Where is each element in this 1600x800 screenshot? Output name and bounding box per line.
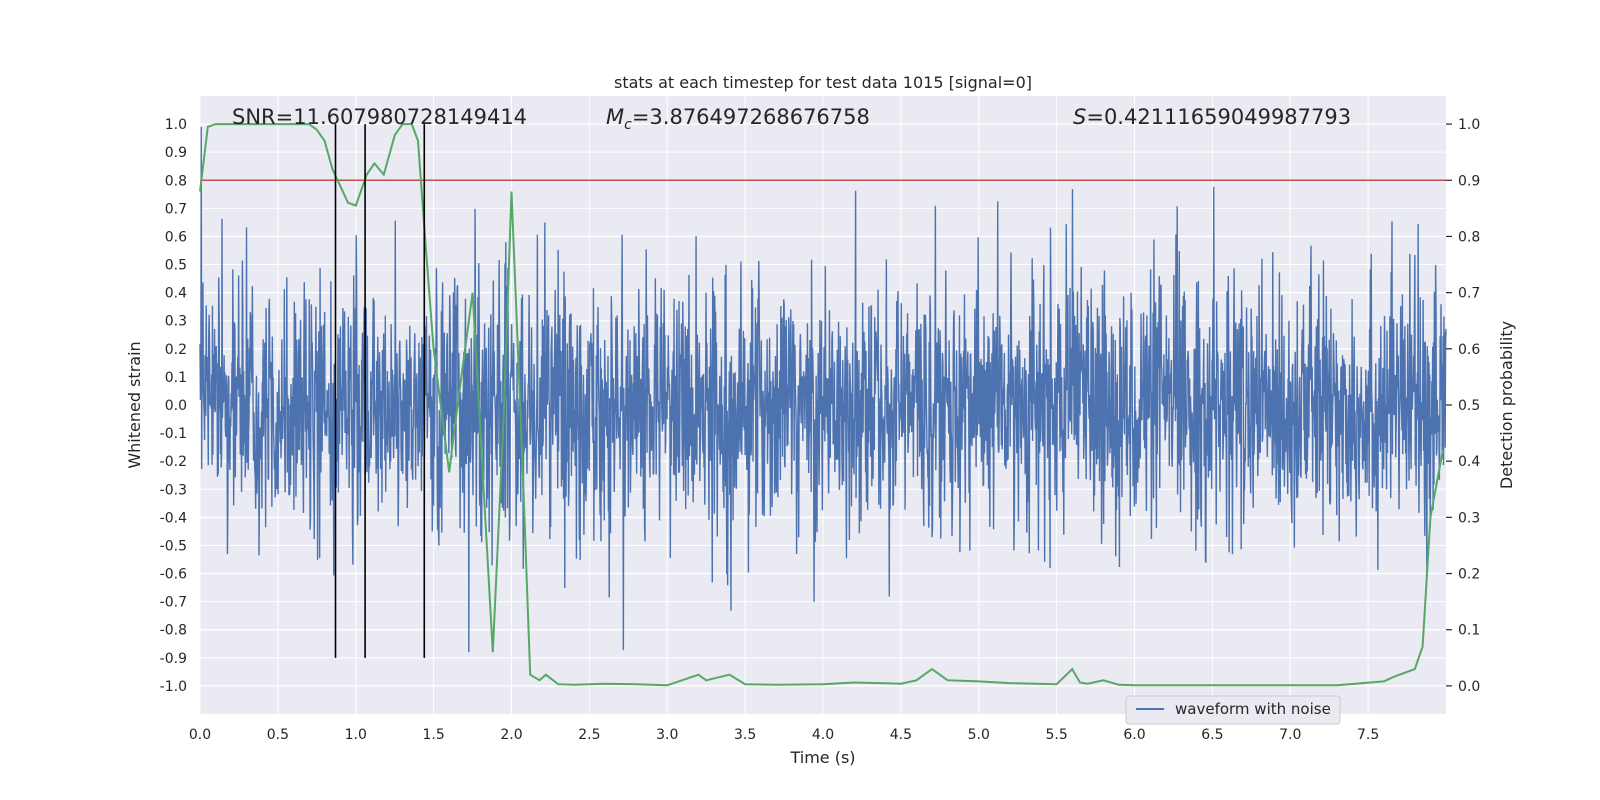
right-tick-label: 0.0 [1458,679,1480,695]
y-tick-label: -0.5 [160,538,187,554]
y-tick-label: 0.3 [165,314,187,330]
chart-title: stats at each timestep for test data 101… [614,73,1032,92]
y-tick-label: 0.0 [165,398,187,414]
y-tick-label: -0.9 [160,651,187,667]
legend-label: waveform with noise [1175,700,1331,718]
y-tick-label: -0.7 [160,595,187,611]
y-tick-label: 0.2 [165,342,187,358]
y-tick-label: 0.1 [165,370,187,386]
y-tick-label: 0.4 [165,286,187,302]
right-axis-ticks: 1.0 0.9 0.8 0.7 0.6 0.5 0.4 0.3 0.2 0.1 0.0 [1446,117,1480,695]
right-tick-label: 1.0 [1458,117,1480,133]
x-tick-label: 0.5 [267,727,289,743]
x-axis-label: Time (s) [789,748,855,767]
s-annotation: S=0.42111659049987793 [1073,105,1351,129]
x-tick-label: 7.5 [1357,727,1379,743]
y-tick-label: 0.9 [165,145,187,161]
y-tick-label: 0.8 [165,173,187,189]
x-tick-label: 2.5 [578,727,600,743]
y-axis-ticks: 1.0 0.9 0.8 0.7 0.6 0.5 0.4 0.3 0.2 0.1 0.0 -0.1 -0.… [160,117,187,695]
x-axis-ticks: 0.0 0.5 1.0 1.5 2.0 2.5 3.0 3.5 4.0 4.5 5.0 5.5 6.0 6… [189,727,1379,743]
y-tick-label: -0.4 [160,510,187,526]
legend: waveform with noise [1125,695,1341,725]
right-tick-label: 0.1 [1458,623,1480,639]
right-axis-label: Detection probability [1497,321,1516,489]
right-tick-label: 0.4 [1458,454,1480,470]
x-tick-label: 0.0 [189,727,211,743]
right-tick-label: 0.6 [1458,342,1480,358]
x-tick-label: 3.0 [656,727,678,743]
chirp-mass-symbol: M [606,105,624,129]
right-tick-label: 0.9 [1458,173,1480,189]
marker-lines [334,124,426,658]
y-tick-label: 0.7 [165,201,187,217]
y-tick-label: -1.0 [160,679,187,695]
x-tick-label: 1.0 [345,727,367,743]
x-tick-label: 1.5 [422,727,444,743]
x-tick-label: 5.5 [1045,727,1067,743]
s-symbol: S [1073,105,1086,129]
y-tick-label: 0.6 [165,229,187,245]
y-tick-label: 1.0 [165,117,187,133]
y-tick-label: 0.5 [165,258,187,274]
y-tick-label: -0.1 [160,426,187,442]
x-tick-label: 4.5 [890,727,912,743]
right-tick-label: 0.8 [1458,229,1480,245]
s-value: =0.42111659049987793 [1086,105,1351,129]
x-tick-label: 5.0 [968,727,990,743]
y-tick-label: -0.2 [160,454,187,470]
x-tick-label: 4.0 [812,727,834,743]
right-tick-label: 0.2 [1458,567,1480,583]
chirp-mass-value: =3.876497268676758 [632,105,870,129]
right-tick-label: 0.5 [1458,398,1480,414]
y-tick-label: -0.8 [160,623,187,639]
snr-annotation: SNR=11.607980728149414 [232,105,527,129]
waveform-line [199,126,1447,653]
chirp-mass-subscript: c [624,117,632,133]
x-tick-label: 2.0 [500,727,522,743]
x-tick-label: 6.5 [1201,727,1223,743]
legend-box [1125,695,1341,725]
y-axis-label: Whitened strain [125,341,144,468]
waveform-series [199,126,1447,653]
chirp-mass-annotation: Mc=3.876497268676758 [606,105,870,133]
right-tick-label: 0.7 [1458,286,1480,302]
right-tick-label: 0.3 [1458,510,1480,526]
x-tick-label: 3.5 [734,727,756,743]
x-tick-label: 6.0 [1123,727,1145,743]
x-tick-label: 7.0 [1279,727,1301,743]
y-tick-label: -0.3 [160,482,187,498]
y-tick-label: -0.6 [160,567,187,583]
